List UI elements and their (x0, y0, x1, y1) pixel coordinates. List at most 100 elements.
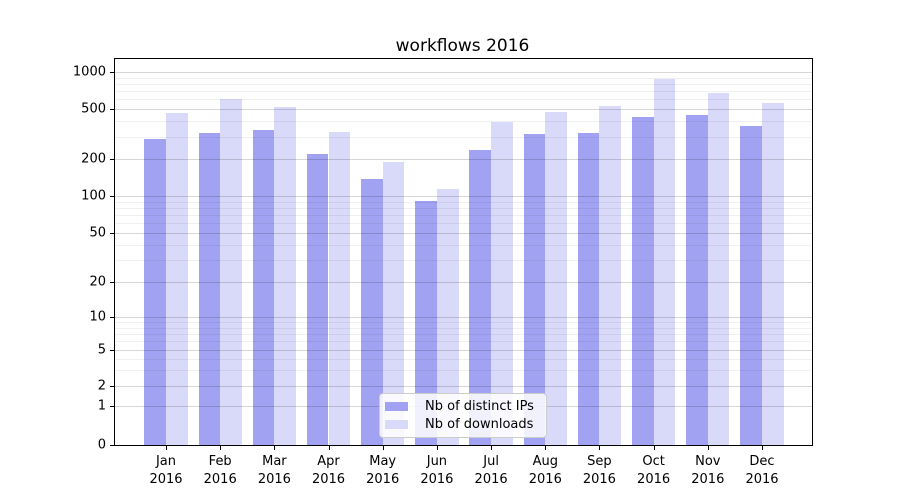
gridline-minor-900 (115, 77, 812, 79)
bar-nb-of-distinct-ips-feb-2016 (198, 133, 221, 445)
gridline-minor-800 (115, 83, 812, 85)
bar-nb-of-downloads-aug-2016 (545, 111, 567, 445)
bar-nb-of-downloads-feb-2016 (220, 99, 242, 445)
x-tick-mark-mar-2016 (274, 446, 276, 450)
y-tick-mark-100 (110, 196, 114, 197)
legend: Nb of distinct IPs Nb of downloads (379, 393, 547, 438)
gridline-minor-300 (115, 136, 812, 138)
legend-swatch-nb-of-distinct-ips (385, 402, 408, 412)
y-tick-label-1: 1 (97, 398, 106, 414)
x-tick-mark-feb-2016 (220, 446, 222, 450)
gridline-minor-30 (115, 260, 812, 262)
y-tick-mark-10 (110, 317, 114, 318)
bar-nb-of-downloads-apr-2016 (328, 131, 351, 445)
bar-nb-of-distinct-ips-nov-2016 (686, 115, 708, 445)
gridline-minor-90 (115, 201, 812, 203)
x-tick-mark-may-2016 (382, 446, 384, 450)
x-tick-mark-jul-2016 (491, 446, 493, 450)
gridline-minor-9 (115, 322, 812, 323)
bar-nb-of-downloads-may-2016 (382, 161, 405, 445)
gridline-minor-6 (115, 341, 812, 343)
gridline-minor-4 (115, 358, 812, 360)
y-tick-mark-200 (110, 159, 114, 160)
gridline-major-100 (115, 196, 812, 197)
x-tick-label-sep-2016: Sep 2016 (582, 454, 616, 488)
y-tick-mark-2 (110, 386, 114, 387)
x-tick-label-jun-2016: Jun 2016 (420, 454, 454, 488)
gridline-minor-8 (115, 327, 812, 329)
x-tick-mark-aug-2016 (545, 446, 547, 450)
x-tick-label-jan-2016: Jan 2016 (149, 454, 183, 488)
gridline-major-200 (115, 159, 812, 160)
bar-nb-of-downloads-oct-2016 (653, 79, 676, 445)
y-tick-label-5: 5 (97, 342, 106, 358)
x-tick-label-may-2016: May 2016 (366, 454, 400, 488)
bar-nb-of-distinct-ips-mar-2016 (252, 130, 275, 445)
gridline-minor-600 (115, 99, 812, 101)
gridline-major-500 (115, 109, 812, 110)
bar-nb-of-distinct-ips-jun-2016 (415, 201, 437, 445)
y-tick-label-1000: 1000 (72, 64, 106, 80)
bar-nb-of-distinct-ips-jan-2016 (144, 138, 166, 445)
gridline-minor-70 (115, 215, 812, 216)
y-tick-label-20: 20 (89, 274, 106, 290)
y-tick-mark-5 (110, 350, 114, 351)
bar-nb-of-distinct-ips-apr-2016 (306, 153, 329, 445)
x-tick-mark-oct-2016 (653, 446, 655, 450)
y-tick-label-10: 10 (89, 309, 106, 325)
y-tick-mark-0 (110, 445, 114, 446)
y-tick-label-500: 500 (81, 101, 106, 117)
y-tick-label-2: 2 (97, 378, 106, 394)
bar-nb-of-distinct-ips-jul-2016 (469, 150, 492, 445)
y-tick-mark-1 (110, 406, 114, 407)
x-tick-mark-jun-2016 (436, 446, 438, 450)
y-tick-label-100: 100 (81, 188, 106, 204)
gridline-major-1000 (115, 72, 812, 73)
y-tick-label-200: 200 (81, 151, 106, 167)
gridline-major-20 (115, 282, 812, 283)
y-tick-mark-20 (110, 282, 114, 283)
x-tick-label-jul-2016: Jul 2016 (474, 454, 508, 488)
bar-nb-of-distinct-ips-sep-2016 (577, 132, 600, 445)
y-tick-label-50: 50 (89, 225, 106, 241)
gridline-minor-400 (115, 121, 812, 123)
gridline-minor-60 (115, 223, 812, 225)
gridline-major-2 (115, 386, 812, 387)
x-tick-label-apr-2016: Apr 2016 (311, 454, 346, 488)
y-tick-mark-1000 (110, 72, 114, 73)
bar-nb-of-downloads-sep-2016 (599, 105, 622, 445)
x-tick-mark-apr-2016 (328, 446, 330, 450)
bar-nb-of-downloads-jun-2016 (436, 189, 459, 445)
legend-label-nb-of-distinct-ips: Nb of distinct IPs (425, 399, 534, 415)
y-tick-mark-500 (110, 109, 114, 110)
chart-title: workflows 2016 (395, 36, 530, 56)
gridline-minor-80 (115, 207, 812, 209)
x-tick-label-mar-2016: Mar 2016 (257, 454, 291, 488)
bar-nb-of-distinct-ips-dec-2016 (740, 126, 762, 445)
x-tick-mark-sep-2016 (599, 446, 601, 450)
bar-nb-of-distinct-ips-may-2016 (361, 178, 383, 445)
y-tick-mark-50 (110, 233, 114, 234)
bar-nb-of-downloads-nov-2016 (707, 92, 730, 445)
bar-nb-of-downloads-jan-2016 (166, 113, 188, 445)
gridline-major-50 (115, 233, 812, 234)
gridline-minor-7 (115, 334, 812, 335)
x-tick-label-feb-2016: Feb 2016 (203, 454, 237, 488)
x-tick-mark-jan-2016 (166, 446, 167, 450)
legend-label-nb-of-downloads: Nb of downloads (425, 416, 534, 432)
bar-nb-of-downloads-dec-2016 (762, 103, 784, 445)
gridline-major-5 (115, 350, 812, 351)
gridline-minor-700 (115, 91, 812, 92)
gridline-minor-40 (115, 244, 812, 246)
plot-area: 0 1 2 5 10 20 50 100 200 500 1000 Jan 2016 Feb 2016 M… (73, 58, 813, 487)
bar-nb-of-downloads-mar-2016 (274, 106, 297, 445)
gridline-major-10 (115, 317, 812, 318)
legend-swatch-nb-of-downloads (385, 419, 408, 429)
bar-nb-of-distinct-ips-oct-2016 (631, 117, 654, 445)
gridline-minor-3 (115, 370, 812, 372)
x-tick-mark-dec-2016 (762, 446, 763, 450)
y-tick-label-0: 0 (97, 437, 106, 453)
x-tick-label-dec-2016: Dec 2016 (745, 454, 779, 488)
legend-row-nb-of-distinct-ips: Nb of distinct IPs (385, 398, 538, 415)
